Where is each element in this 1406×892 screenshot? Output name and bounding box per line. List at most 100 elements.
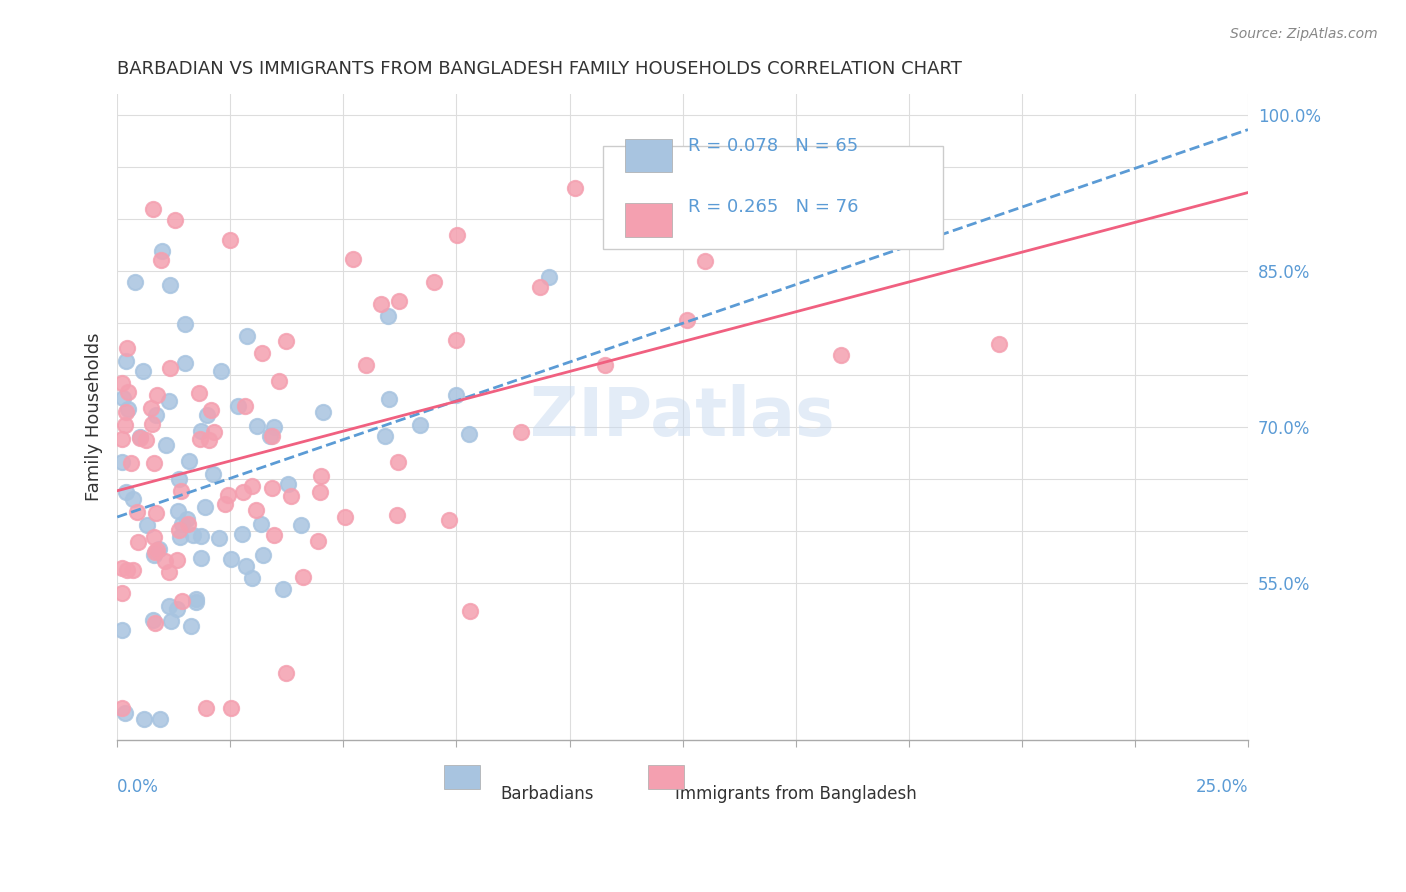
Point	[830, 347, 852, 361]
Point	[221, 701, 243, 715]
Point	[423, 275, 446, 289]
Point	[260, 481, 283, 495]
Point	[152, 244, 174, 258]
Point	[139, 401, 162, 415]
Point	[219, 233, 242, 247]
Point	[145, 506, 167, 520]
Text: 0.0%: 0.0%	[117, 779, 159, 797]
FancyBboxPatch shape	[648, 764, 683, 789]
Point	[214, 498, 236, 512]
Point	[167, 523, 190, 537]
Point	[263, 420, 285, 434]
Point	[245, 502, 267, 516]
Point	[117, 341, 139, 355]
Point	[695, 254, 717, 268]
Point	[166, 553, 188, 567]
Point	[122, 492, 145, 507]
Point	[111, 560, 134, 574]
Point	[202, 425, 225, 440]
Point	[246, 419, 269, 434]
Point	[260, 429, 283, 443]
Point	[148, 541, 170, 556]
Point	[280, 489, 302, 503]
Point	[231, 527, 253, 541]
Point	[117, 384, 139, 399]
Point	[111, 701, 134, 715]
Point	[228, 399, 250, 413]
Point	[200, 403, 222, 417]
Point	[159, 361, 181, 376]
Point	[267, 374, 290, 388]
Point	[120, 456, 142, 470]
Point	[377, 309, 399, 323]
Point	[166, 503, 188, 517]
FancyBboxPatch shape	[624, 139, 672, 172]
Point	[675, 312, 697, 326]
Point	[177, 454, 200, 468]
FancyBboxPatch shape	[444, 764, 481, 789]
Point	[277, 476, 299, 491]
Point	[127, 535, 149, 549]
Point	[177, 516, 200, 531]
Point	[141, 417, 163, 431]
Point	[307, 533, 329, 548]
Text: BARBADIAN VS IMMIGRANTS FROM BANGLADESH FAMILY HOUSEHOLDS CORRELATION CHART: BARBADIAN VS IMMIGRANTS FROM BANGLADESH …	[117, 60, 962, 78]
Point	[142, 202, 165, 216]
Point	[159, 599, 181, 614]
Point	[176, 511, 198, 525]
Text: R = 0.078   N = 65: R = 0.078 N = 65	[689, 137, 859, 155]
Point	[458, 427, 481, 442]
Point	[595, 358, 617, 372]
Point	[135, 433, 157, 447]
Point	[240, 478, 263, 492]
Point	[114, 706, 136, 720]
Point	[263, 528, 285, 542]
Point	[112, 392, 135, 406]
Point	[111, 376, 134, 390]
Text: 25.0%: 25.0%	[1195, 779, 1249, 797]
Point	[146, 388, 169, 402]
Point	[142, 548, 165, 562]
Point	[446, 228, 468, 243]
Point	[128, 430, 150, 444]
Point	[202, 467, 225, 481]
Point	[240, 571, 263, 585]
Point	[250, 516, 273, 531]
Point	[167, 472, 190, 486]
Y-axis label: Family Households: Family Households	[86, 333, 103, 501]
Point	[115, 353, 138, 368]
Point	[117, 402, 139, 417]
Point	[155, 554, 177, 568]
Point	[111, 455, 134, 469]
Point	[132, 364, 155, 378]
Point	[219, 552, 242, 566]
Point	[145, 543, 167, 558]
Point	[388, 294, 411, 309]
Point	[409, 417, 432, 432]
Point	[460, 604, 482, 618]
Point	[194, 701, 217, 715]
Point	[378, 392, 401, 407]
Point	[184, 594, 207, 608]
Point	[309, 485, 332, 500]
Point	[370, 297, 392, 311]
Point	[197, 433, 219, 447]
Point	[145, 615, 167, 630]
Point	[114, 485, 136, 500]
Point	[121, 563, 143, 577]
Point	[172, 516, 194, 531]
Point	[159, 278, 181, 293]
Point	[149, 712, 172, 726]
Point	[250, 346, 273, 360]
Point	[160, 614, 183, 628]
Point	[170, 593, 193, 607]
Text: R = 0.265   N = 76: R = 0.265 N = 76	[689, 198, 859, 217]
Point	[180, 619, 202, 633]
Point	[115, 405, 138, 419]
Point	[128, 431, 150, 445]
Point	[169, 530, 191, 544]
Point	[988, 337, 1011, 351]
Point	[537, 269, 560, 284]
Point	[529, 280, 551, 294]
Point	[233, 400, 256, 414]
